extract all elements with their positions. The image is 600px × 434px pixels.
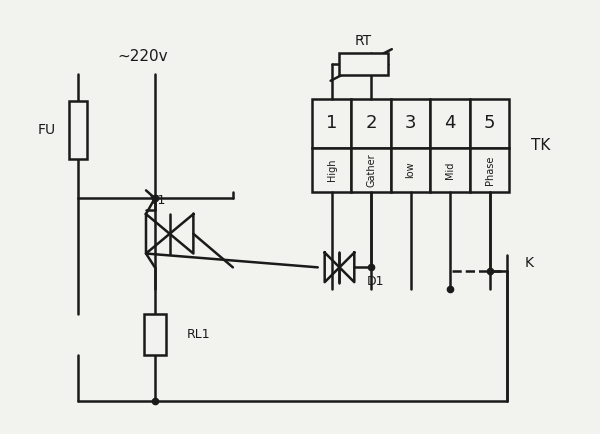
Bar	[352, 99, 391, 148]
Text: D1: D1	[367, 275, 385, 288]
Text: low: low	[406, 162, 416, 178]
Text: 5: 5	[484, 114, 495, 132]
Text: 4: 4	[445, 114, 456, 132]
Bar	[470, 148, 509, 192]
Text: 3: 3	[405, 114, 416, 132]
Text: FU: FU	[38, 123, 56, 137]
Text: RT: RT	[355, 34, 372, 48]
Bar	[144, 314, 166, 355]
Bar	[338, 53, 388, 75]
Bar	[312, 148, 352, 192]
Text: Mid: Mid	[445, 161, 455, 179]
Bar	[430, 99, 470, 148]
Bar	[391, 148, 430, 192]
Bar	[312, 99, 352, 148]
Text: K: K	[525, 256, 534, 270]
Text: Phase: Phase	[485, 155, 494, 185]
Text: ~220v: ~220v	[118, 49, 168, 64]
Bar	[470, 99, 509, 148]
Bar	[430, 148, 470, 192]
Text: V1: V1	[150, 194, 166, 207]
Text: Gather: Gather	[366, 153, 376, 187]
Bar	[391, 99, 430, 148]
Text: High: High	[326, 159, 337, 181]
Text: RL1: RL1	[187, 328, 210, 341]
Bar	[352, 148, 391, 192]
Text: TK: TK	[531, 138, 550, 153]
Text: 1: 1	[326, 114, 337, 132]
Text: 2: 2	[365, 114, 377, 132]
Bar	[69, 102, 87, 159]
